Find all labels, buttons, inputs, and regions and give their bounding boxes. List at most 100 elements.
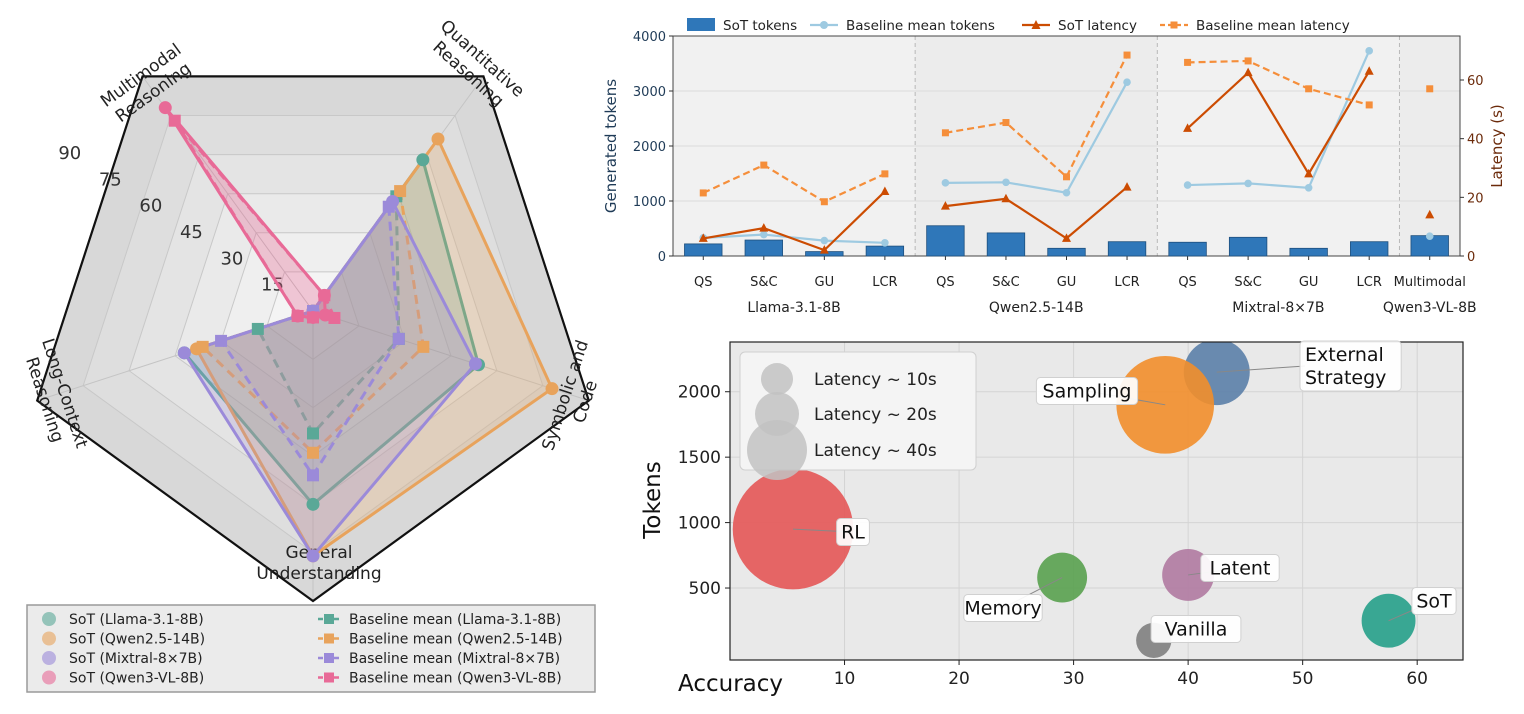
size-legend-label: Latency ~ 20s [814,405,937,425]
radar-tick-label: 15 [261,275,284,296]
callout-box-sampling [1035,377,1139,405]
token-latency-chart: Llama-3.1-8B Qwen2.5-14B Mixtral-8×7B Qwen3… [602,18,1506,316]
bar-sot-tokens [926,225,965,257]
radar-legend-marker [42,631,56,646]
callout-leader [1216,365,1306,373]
legend-label: Baseline mean tokens [846,18,995,34]
y2-tick-label: 20 [1467,191,1484,206]
x-tick-label: 10 [834,669,856,689]
x-tick-label: 50 [1292,669,1314,689]
callout-label-line: SoT [1416,591,1452,613]
y2-tick-label: 40 [1467,133,1484,148]
callout-label-line: Memory [964,598,1041,620]
point-sot-latency [1364,66,1374,75]
point-sot-latency [759,223,769,232]
callout-label-vanilla: Vanilla [1165,619,1228,641]
radar-series-group [158,101,559,563]
y-axis-title: Tokens [640,461,666,539]
point-baseline-mean-latency [881,170,889,178]
point-baseline-mean-latency [820,198,828,206]
group-label-qwen3-vl-8b: Qwen3-VL-8B [1383,300,1477,316]
callout-box-external-strategy [1299,340,1402,392]
x-tick-label: S&C [992,275,1019,290]
callout-label-rl: RL [841,522,865,544]
point-baseline-mean-tokens [1365,47,1373,55]
y-tick-label: 3000 [633,85,666,100]
point-sot-latency [1183,123,1193,132]
radar-tick-label: 45 [180,222,203,243]
callout-label-memory: Memory [964,598,1041,620]
point-baseline-mean-latency [1184,58,1192,66]
radar-point-sot-qwen3-vl-8b [158,101,172,115]
y2-tick-label: 60 [1467,74,1484,89]
callout-label-line: External [1305,344,1384,366]
x-tick-label: 20 [948,669,970,689]
radar-point-sot-mixtral-8-7b [177,346,191,360]
radar-legend-marker [42,670,56,685]
x-tick-label: QS [694,275,712,290]
x-axis-title: Accuracy [678,671,783,697]
callout-label-sampling: Sampling [1043,381,1132,403]
radar-point-baseline-mean-mixtral-8-7b [215,334,228,347]
radar-point-baseline-mean-qwen2-5-14b [394,185,407,198]
radar-legend-label: Baseline mean (Qwen2.5-14B) [349,632,563,648]
legend-swatch [687,18,715,31]
bar-sot-tokens [744,239,783,257]
radar-legend-label: SoT (Qwen2.5-14B) [69,632,205,648]
radar-axis-label-general-understanding: General Understanding [256,543,381,584]
radar-point-baseline-mean-qwen3-vl-8b [307,311,319,324]
x-tick-label: Multimodal [1394,275,1466,290]
radar-legend-marker [42,612,56,626]
y-tick-label: 1500 [678,448,721,468]
radar-point-sot-mixtral-8-7b [468,357,482,371]
x-tick-label: 30 [1063,669,1085,689]
radar-tick-label: 30 [220,248,243,269]
point-baseline-mean-tokens [1062,188,1071,197]
x-tick-label: LCR [1357,275,1382,290]
bar-sot-tokens [1168,241,1207,257]
callout-box-sot [1411,587,1457,615]
point-baseline-mean-tokens [1002,178,1010,187]
callout-label-external-strategy: External Strategy [1305,344,1386,389]
y-tick-label: 4000 [633,30,666,45]
x-tick-label: QS [1178,275,1196,290]
point-baseline-mean-tokens [1244,179,1252,188]
radar-axis-label-line: Understanding [256,564,381,584]
callout-label-line: Vanilla [1165,619,1228,641]
point-baseline-mean-latency [699,189,707,197]
line-baseline-mean-latency [702,163,886,203]
bar-sot-tokens [986,232,1026,257]
radar-legend-label: SoT (Qwen3-VL-8B) [69,671,204,687]
radar-point-baseline-mean-mixtral-8-7b [307,469,319,482]
radar-point-sot-llama-3-1-8b [416,153,430,167]
point-baseline-mean-latency [1305,85,1313,93]
radar-point-baseline-mean-mixtral-8-7b [392,332,405,345]
bubble-size-legend: Latency ~ 10s Latency ~ 20s Latency ~ 40s [739,351,977,480]
radar-point-baseline-mean-mixtral-8-7b [382,200,395,213]
y-axis-title: Generated tokens [602,79,620,213]
x-tick-label: S&C [1234,275,1261,290]
point-sot-latency [1062,233,1071,242]
point-sot-latency [1425,209,1435,219]
point-baseline-mean-latency [1123,51,1131,59]
legend-label: SoT tokens [723,18,797,34]
radar-point-baseline-mean-qwen3-vl-8b [318,289,331,302]
point-baseline-mean-tokens [1304,184,1313,192]
radar-point-baseline-mean-llama-3-1-8b [307,427,319,440]
point-baseline-mean-tokens [881,239,889,247]
radar-legend-marker [324,633,334,644]
callout-box-vanilla [1150,615,1242,643]
y-tick-label: 1000 [633,195,666,210]
radar-point-baseline-mean-qwen3-vl-8b [328,311,341,324]
radar-legend-box [26,604,596,693]
y2-tick-label: 0 [1467,250,1475,265]
radar-spoke [312,310,589,402]
radar-legend-marker [42,651,56,665]
point-sot-latency [819,245,829,254]
radar-legend-label: Baseline mean (Mixtral-8×7B) [349,651,560,667]
radar-point-baseline-mean-qwen2-5-14b [196,340,209,353]
radar-frame [35,75,591,603]
line-baseline-mean-tokens [703,233,885,244]
y2-axis-title: Latency (s) [1488,104,1506,188]
